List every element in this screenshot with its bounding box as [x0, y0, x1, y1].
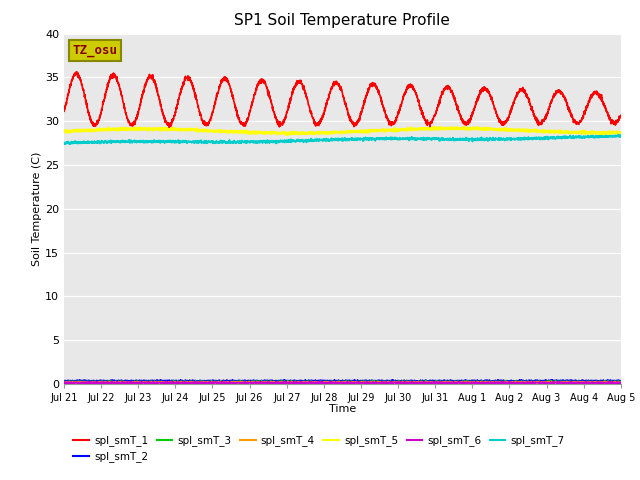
Line: spl_smT_1: spl_smT_1 [64, 72, 621, 127]
spl_smT_3 [547, 379, 554, 384]
spl_smT_4 [90, 380, 98, 386]
spl_smT_7 [157, 139, 164, 144]
spl_smT_2 [274, 378, 282, 384]
spl_smT_2 [60, 378, 68, 384]
spl_smT_2 [298, 378, 306, 384]
spl_smT_7 [606, 133, 614, 139]
spl_smT_6 [157, 380, 164, 386]
spl_smT_4 [298, 379, 306, 385]
Line: spl_smT_5: spl_smT_5 [64, 126, 621, 135]
spl_smT_6 [60, 380, 68, 385]
Line: spl_smT_4: spl_smT_4 [64, 381, 621, 383]
spl_smT_5 [298, 131, 306, 137]
spl_smT_7 [298, 137, 306, 143]
spl_smT_6 [547, 380, 554, 385]
spl_smT_6 [371, 381, 379, 386]
X-axis label: Time: Time [329, 405, 356, 414]
Line: spl_smT_2: spl_smT_2 [64, 380, 621, 382]
spl_smT_3 [298, 379, 306, 384]
spl_smT_1 [72, 69, 80, 75]
spl_smT_5 [283, 132, 291, 138]
spl_smT_2 [203, 379, 211, 385]
spl_smT_3 [617, 379, 625, 385]
spl_smT_3 [157, 379, 164, 384]
spl_smT_6 [124, 380, 131, 385]
Line: spl_smT_3: spl_smT_3 [64, 381, 621, 383]
spl_smT_6 [298, 380, 306, 385]
Text: TZ_osu: TZ_osu [72, 44, 117, 57]
spl_smT_2 [547, 378, 554, 384]
spl_smT_1 [60, 108, 68, 114]
spl_smT_2 [606, 378, 614, 384]
spl_smT_6 [606, 380, 614, 385]
spl_smT_5 [547, 129, 554, 134]
spl_smT_6 [218, 379, 226, 384]
Legend: spl_smT_1, spl_smT_2, spl_smT_3, spl_smT_4, spl_smT_5, spl_smT_6, spl_smT_7: spl_smT_1, spl_smT_2, spl_smT_3, spl_smT… [69, 431, 569, 467]
spl_smT_5 [60, 130, 68, 135]
spl_smT_4 [217, 378, 225, 384]
spl_smT_1 [124, 117, 132, 122]
Line: spl_smT_7: spl_smT_7 [64, 135, 621, 144]
spl_smT_3 [274, 379, 282, 384]
spl_smT_1 [298, 81, 306, 86]
spl_smT_5 [617, 131, 625, 136]
spl_smT_4 [606, 380, 614, 385]
spl_smT_3 [60, 379, 68, 384]
spl_smT_4 [547, 379, 554, 384]
Title: SP1 Soil Temperature Profile: SP1 Soil Temperature Profile [234, 13, 451, 28]
spl_smT_5 [606, 130, 614, 135]
spl_smT_1 [157, 101, 164, 107]
Y-axis label: Soil Temperature (C): Soil Temperature (C) [32, 152, 42, 266]
spl_smT_5 [431, 123, 438, 129]
spl_smT_1 [606, 116, 614, 121]
spl_smT_3 [124, 379, 131, 385]
spl_smT_4 [60, 379, 68, 385]
spl_smT_5 [274, 130, 282, 136]
spl_smT_5 [124, 127, 131, 132]
spl_smT_1 [165, 124, 173, 130]
spl_smT_4 [124, 379, 132, 385]
spl_smT_7 [60, 141, 68, 147]
spl_smT_1 [547, 100, 554, 106]
spl_smT_6 [274, 380, 282, 386]
spl_smT_6 [617, 380, 625, 386]
spl_smT_5 [157, 126, 164, 132]
spl_smT_3 [540, 380, 547, 385]
spl_smT_2 [494, 377, 502, 383]
spl_smT_4 [157, 380, 164, 385]
spl_smT_2 [124, 378, 131, 384]
spl_smT_7 [605, 132, 613, 138]
spl_smT_7 [617, 133, 625, 139]
spl_smT_1 [617, 112, 625, 118]
spl_smT_4 [617, 379, 625, 385]
spl_smT_7 [546, 134, 554, 140]
spl_smT_3 [287, 378, 295, 384]
spl_smT_1 [274, 120, 282, 126]
spl_smT_2 [617, 378, 625, 384]
spl_smT_4 [274, 380, 282, 385]
Line: spl_smT_6: spl_smT_6 [64, 382, 621, 384]
spl_smT_2 [157, 378, 164, 384]
spl_smT_7 [124, 139, 132, 144]
spl_smT_7 [65, 141, 73, 147]
spl_smT_7 [274, 138, 282, 144]
spl_smT_3 [606, 379, 614, 385]
